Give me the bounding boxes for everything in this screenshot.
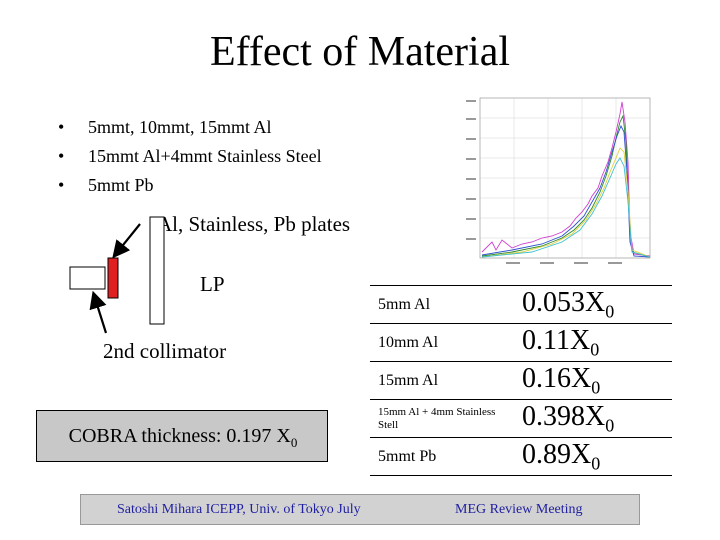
value-sub: 0: [605, 301, 615, 322]
material-table: 5mm Al 0.053X0 10mm Al 0.11X0 15mm Al 0.…: [370, 285, 672, 476]
value-main: 0.053X: [522, 286, 606, 318]
collimator-block-shape: [69, 266, 106, 290]
value-main: 0.11X: [522, 324, 591, 356]
table-row: 15mm Al 0.16X0: [370, 361, 672, 400]
slide-title: Effect of Material: [209, 29, 511, 75]
value-sub: 0: [591, 377, 601, 398]
footer-bar: Satoshi Mihara ICEPP, Univ. of Tokyo Jul…: [80, 494, 640, 525]
bullet-text: 5mmt Pb: [88, 175, 154, 195]
radiation-length-value: 0.053X0: [518, 285, 672, 324]
bullet-item: • 5mmt, 10mmt, 15mmt Al: [58, 113, 322, 142]
value-main: 0.16X: [522, 362, 592, 394]
material-plate-shape: [107, 257, 119, 299]
table-row: 15mm Al + 4mm Stainless Stell 0.398X0: [370, 399, 672, 438]
bullet-list: • 5mmt, 10mmt, 15mmt Al • 15mmt Al+4mmt St…: [58, 113, 322, 200]
bullet-dot: •: [58, 175, 65, 195]
radiation-length-value: 0.16X0: [518, 361, 672, 400]
radiation-length-value: 0.398X0: [518, 399, 672, 438]
material-name: 5mmt Pb: [370, 437, 518, 476]
value-sub: 0: [591, 453, 601, 474]
footer-meeting: MEG Review Meeting: [455, 502, 583, 517]
plates-label: Al, Stainless, Pb plates: [157, 212, 351, 236]
bullet-dot: •: [58, 117, 65, 137]
value-main: 0.89X: [522, 438, 592, 470]
table-row: 10mm Al 0.11X0: [370, 323, 672, 362]
bullet-text: 5mmt, 10mmt, 15mmt Al: [88, 117, 272, 137]
lp-target-shape: [149, 216, 165, 325]
footer-author: Satoshi Mihara ICEPP, Univ. of Tokyo Jul…: [117, 502, 361, 517]
value-sub: 0: [590, 339, 600, 360]
bullet-text: 15mmt Al+4mmt Stainless Steel: [88, 146, 322, 166]
material-name: 10mm Al: [370, 323, 518, 362]
radiation-length-value: 0.89X0: [518, 437, 672, 476]
value-main: 0.398X: [522, 400, 606, 432]
collimator-arrow-shape: [89, 290, 108, 334]
plate-arrow-shape: [112, 223, 141, 259]
table-row: 5mm Al 0.053X0: [370, 285, 672, 324]
table-row: 5mmt Pb 0.89X0: [370, 437, 672, 476]
value-sub: 0: [605, 415, 615, 436]
setup-diagram: [68, 215, 258, 335]
bullet-dot: •: [58, 146, 65, 166]
histogram-plot-graphic: [462, 92, 652, 268]
material-name: 5mm Al: [370, 285, 518, 324]
cobra-thickness-main: COBRA thickness: 0.197 X: [68, 425, 291, 447]
radiation-length-value: 0.11X0: [518, 323, 672, 362]
material-name: 15mm Al: [370, 361, 518, 400]
bullet-item: • 15mmt Al+4mmt Stainless Steel: [58, 142, 322, 171]
histogram-plot-image: [462, 92, 652, 268]
cobra-thickness-text: COBRA thickness: 0.197 X0: [37, 424, 329, 455]
bullet-item: • 5mmt Pb: [58, 171, 322, 200]
cobra-thickness-sub: 0: [290, 435, 298, 450]
setup-diagram-graphic: [69, 216, 165, 334]
material-name: 15mm Al + 4mm Stainless Stell: [370, 399, 518, 438]
cobra-thickness-box: COBRA thickness: 0.197 X0: [36, 410, 328, 462]
lp-label: LP: [200, 272, 225, 296]
collimator-label: 2nd collimator: [103, 339, 227, 363]
